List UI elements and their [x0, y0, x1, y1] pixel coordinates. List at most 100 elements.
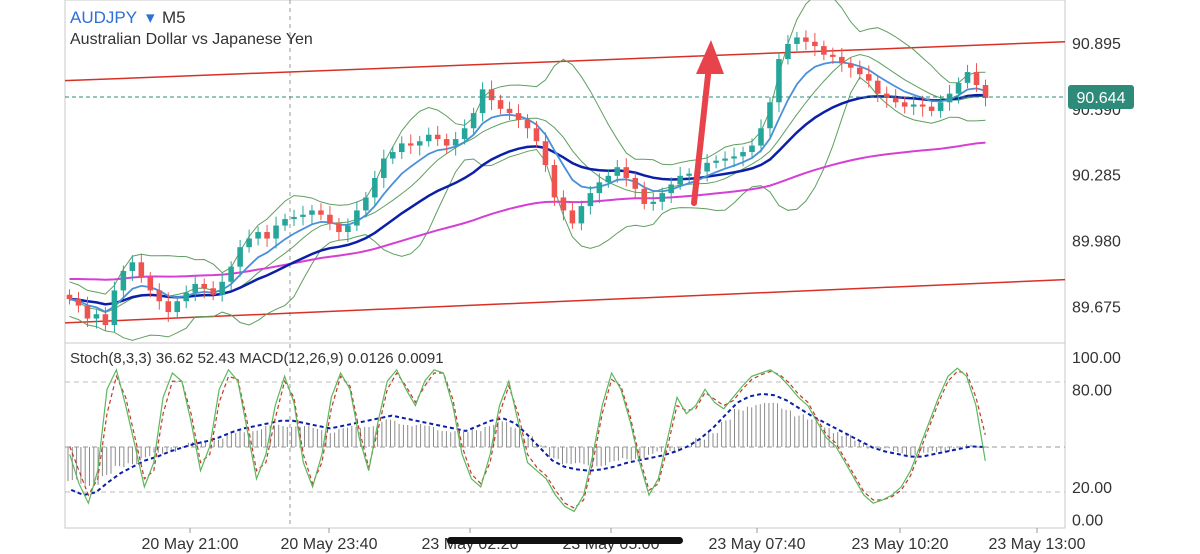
candle: [506, 101, 513, 121]
candle: [614, 160, 621, 183]
candle: [955, 77, 962, 104]
candle: [641, 181, 648, 210]
stoch-d-line: [69, 370, 986, 509]
symbol-label[interactable]: AUDJPY: [70, 8, 137, 27]
candle: [66, 289, 73, 305]
candle: [452, 131, 459, 156]
candle: [381, 149, 387, 188]
candle: [479, 82, 486, 122]
candle: [264, 224, 270, 247]
bollinger-lower: [69, 76, 986, 341]
candle: [84, 296, 91, 327]
candle: [596, 173, 603, 204]
candle: [246, 229, 252, 253]
price-badge-text: 90.644: [1077, 90, 1126, 107]
candle: [273, 216, 279, 249]
candle: [758, 119, 764, 153]
candle: [470, 107, 477, 136]
up-arrow-icon: [691, 40, 724, 206]
timeframe-label[interactable]: M5: [162, 8, 186, 27]
candle: [524, 114, 531, 139]
candle: [982, 79, 989, 107]
candle: [138, 253, 145, 283]
time-tick-label: 20 May 21:00: [142, 536, 239, 553]
price-tick-label: 90.895: [1072, 36, 1121, 53]
candle: [928, 101, 935, 117]
candle: [892, 89, 899, 108]
candle: [776, 51, 782, 113]
candle: [587, 185, 594, 215]
ma-long-line: [69, 141, 986, 281]
candle: [812, 32, 818, 57]
indicator-label: Stoch(8,3,3) 36.62 52.43 MACD(12,26,9) 0…: [70, 350, 444, 367]
candle: [219, 272, 225, 302]
candle: [605, 170, 612, 188]
candle: [165, 292, 172, 322]
indicator-tick-label: 0.00: [1072, 512, 1103, 529]
candle: [830, 47, 836, 64]
instrument-description: Australian Dollar vs Japanese Yen: [70, 31, 313, 48]
candle: [650, 192, 657, 211]
candle: [821, 40, 827, 61]
candle: [174, 295, 181, 318]
candle: [704, 153, 710, 182]
candle: [901, 96, 908, 114]
time-tick-label: 23 May 13:00: [989, 536, 1086, 553]
candle: [973, 63, 980, 92]
candle: [874, 75, 881, 103]
candle: [120, 265, 127, 299]
candle: [488, 80, 495, 111]
chart-scrollbar[interactable]: [447, 537, 683, 544]
time-tick-label: 23 May 07:40: [709, 536, 806, 553]
candle: [677, 166, 683, 190]
dropdown-chevron-icon[interactable]: ▾: [146, 8, 155, 27]
candle: [533, 121, 540, 147]
candle: [318, 203, 324, 221]
candle: [659, 187, 665, 211]
candle: [183, 285, 190, 309]
candle: [785, 35, 791, 65]
candle: [848, 57, 854, 78]
candle: [551, 159, 558, 206]
candle: [497, 94, 504, 115]
candle: [345, 218, 351, 242]
candle: [354, 201, 360, 231]
channel-lower-line: [64, 278, 1066, 324]
candle: [632, 172, 639, 199]
indicator-axis: 100.00 80.00 20.00 0.00: [1072, 350, 1121, 530]
candle: [425, 127, 432, 147]
candle: [210, 281, 216, 301]
indicator-tick-label: 100.00: [1072, 350, 1121, 367]
candle: [255, 226, 261, 246]
bollinger-upper: [69, 0, 986, 295]
candle: [919, 95, 926, 117]
candle: [865, 65, 872, 88]
candle: [623, 158, 630, 187]
candle: [416, 135, 423, 156]
candle: [794, 32, 800, 51]
candle: [767, 96, 773, 137]
candle: [201, 278, 207, 299]
candle: [147, 272, 154, 298]
candle: [937, 95, 944, 118]
candle: [407, 134, 414, 154]
candle: [749, 138, 755, 158]
indicator-tick-label: 80.00: [1072, 382, 1112, 399]
indicator-layer: [67, 367, 989, 513]
candle: [390, 146, 396, 164]
candle: [93, 308, 100, 329]
candle: [372, 170, 378, 206]
candle: [443, 133, 450, 154]
candle: [740, 146, 746, 167]
candle: [237, 240, 243, 277]
stoch-k-line: [69, 367, 986, 513]
candle: [156, 283, 163, 310]
indicator-tick-label: 20.00: [1072, 480, 1112, 497]
candle: [111, 281, 118, 332]
time-tick-label: 23 May 10:20: [852, 536, 949, 553]
candle: [228, 261, 234, 291]
candle: [309, 205, 315, 225]
candle: [839, 48, 845, 72]
